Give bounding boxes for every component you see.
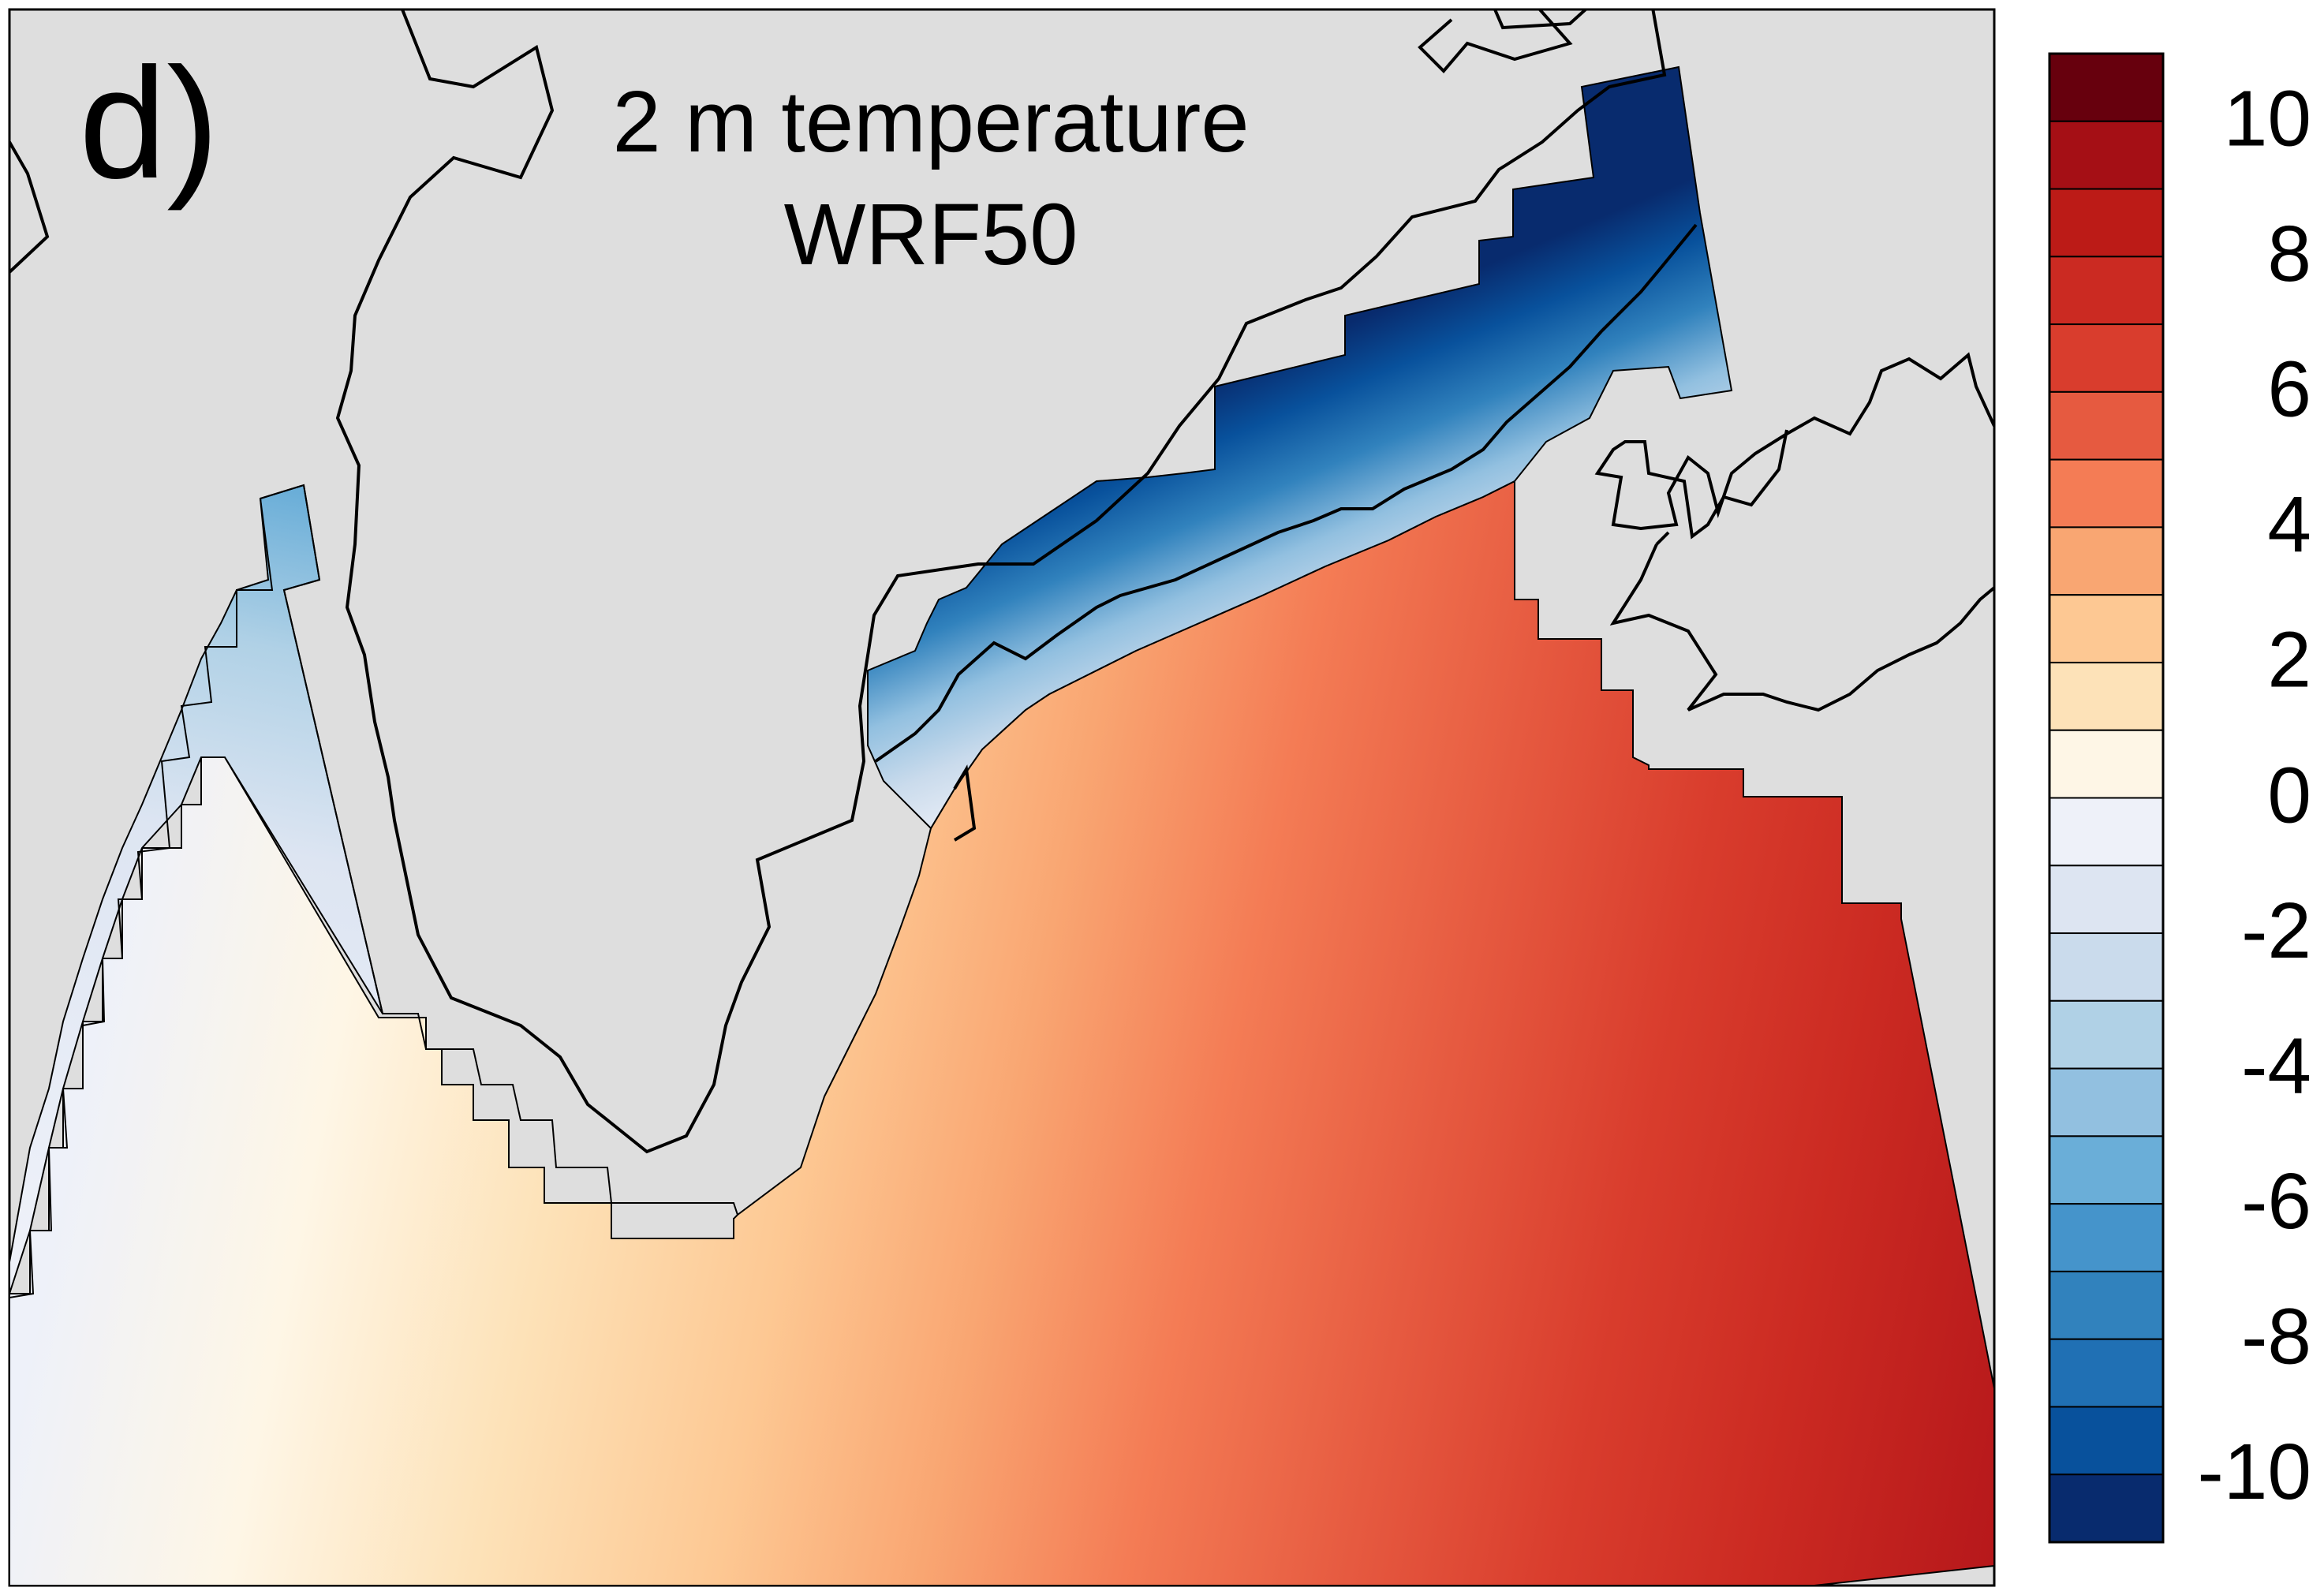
west-coast-steps — [260, 484, 738, 1216]
colorbar-bin — [2049, 53, 2164, 122]
colorbar-bin — [2049, 999, 2164, 1070]
colorbar-tick-label: -6 — [2241, 1157, 2311, 1246]
sea-field-north-band — [867, 65, 1733, 830]
map-subtitle: WRF50 — [784, 186, 1078, 283]
colorbar-bin — [2049, 1406, 2164, 1476]
coastline-east-lower — [1655, 531, 1670, 546]
colorbar-bin — [2049, 526, 2164, 596]
colorbar-bin — [2049, 865, 2164, 935]
colorbar-bin — [2049, 1135, 2164, 1205]
colorbar-tick-label: -10 — [2197, 1428, 2311, 1516]
colorbar-tick-label: 8 — [2267, 210, 2311, 298]
coastline-northwest — [9, 141, 50, 274]
colorbar — [2048, 52, 2165, 1544]
panel-label: d) — [79, 35, 219, 211]
colorbar-tick-label: -2 — [2241, 887, 2311, 975]
colorbar-tick-label: -4 — [2241, 1022, 2311, 1110]
colorbar-bin — [2049, 797, 2164, 867]
colorbar-bin — [2049, 458, 2164, 529]
colorbar-bin — [2049, 932, 2164, 1002]
colorbar-bin — [2049, 729, 2164, 799]
colorbar-labels: 10 8 6 4 2 0 -2 -4 -6 -8 -10 — [2197, 75, 2311, 1516]
coastline-inner-band — [874, 223, 1698, 763]
coastline-east — [1594, 352, 1994, 540]
colorbar-bin — [2049, 256, 2164, 326]
colorbar-bin — [2049, 390, 2164, 461]
colorbar-tick-label: 6 — [2267, 346, 2311, 434]
colorbar-bin — [2049, 594, 2164, 663]
colorbar-bin — [2049, 1203, 2164, 1272]
colorbar-frame — [2048, 52, 2165, 1544]
coastline-northeast-islet — [1493, 9, 1587, 30]
coastline-central — [335, 9, 1667, 1154]
colorbar-tick-label: 10 — [2224, 75, 2311, 163]
coastline-east-bay — [1609, 543, 1994, 712]
colorbar-bin — [2049, 1338, 2164, 1408]
colorbar-bin — [2049, 188, 2164, 258]
colorbar-tick-label: 2 — [2267, 616, 2311, 704]
map-title: 2 m temperature — [612, 73, 1249, 170]
colorbar-bin — [2049, 323, 2164, 393]
colorbar-tick-label: -8 — [2241, 1292, 2311, 1380]
coastline-inlet — [953, 764, 977, 842]
colorbar-bin — [2049, 1270, 2164, 1340]
coastline-northeast-top — [1418, 9, 1573, 73]
west-edge-steps — [9, 498, 274, 1298]
colorbar-tick-label: 0 — [2267, 751, 2311, 839]
colorbar-bin — [2049, 1067, 2164, 1137]
colorbar-tick-label: 4 — [2267, 480, 2311, 569]
colorbar-bin — [2049, 661, 2164, 731]
colorbar-bin — [2049, 1474, 2164, 1544]
colorbar-bin — [2049, 120, 2164, 190]
